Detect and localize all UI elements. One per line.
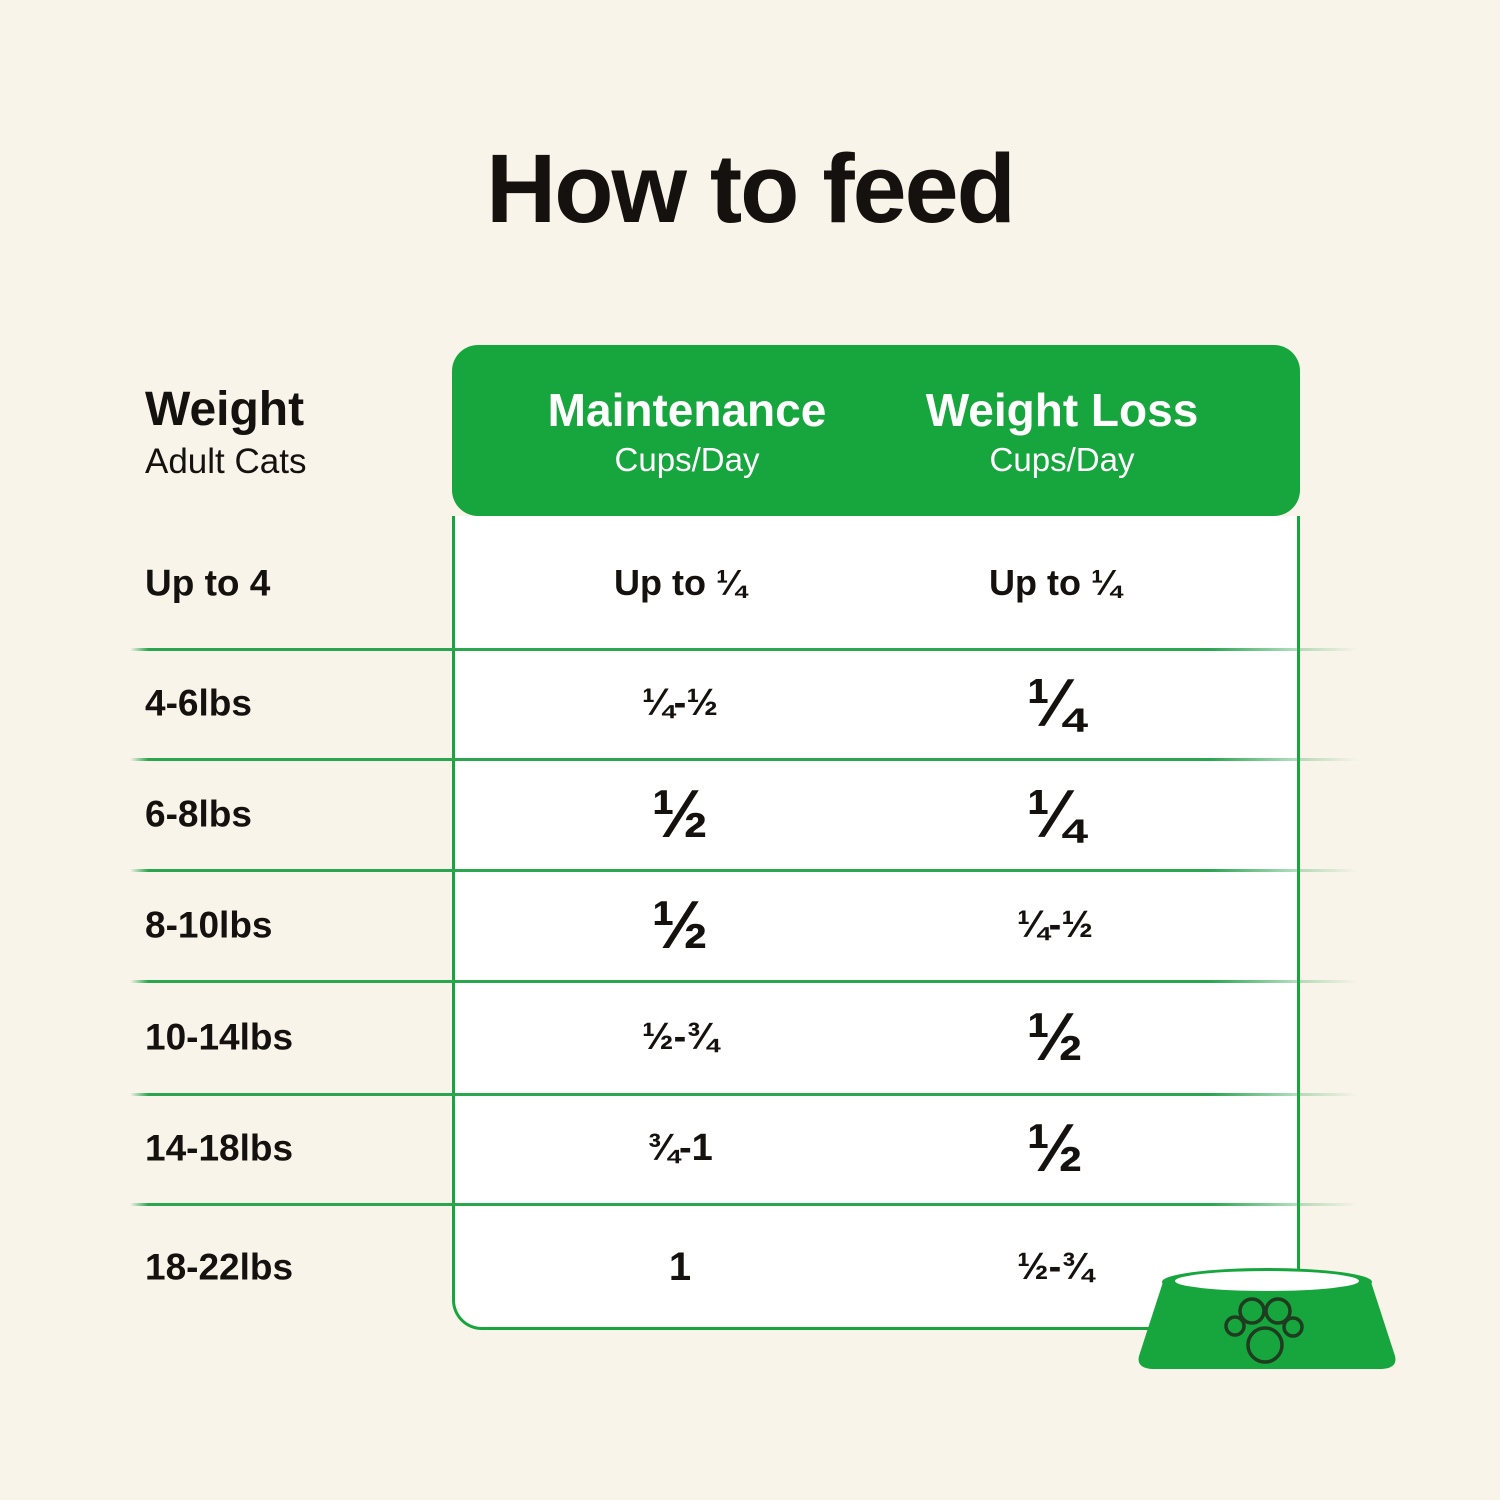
table-row: 6-8lbs ½ ¼ <box>0 758 1500 869</box>
maintenance-cell: Up to ¼ <box>614 562 746 603</box>
weight-cell: Up to 4 <box>145 562 271 604</box>
weight-cell: 10-14lbs <box>145 1016 294 1057</box>
table-row: Up to 4 Up to ¼ Up to ¼ <box>0 518 1500 648</box>
weight-column-header: Weight Adult Cats <box>145 383 307 481</box>
table-row: 4-6lbs ¼-½ ¼ <box>0 648 1500 758</box>
row-divider <box>130 980 1358 983</box>
weight-loss-cell: ½ <box>1026 998 1084 1075</box>
maintenance-cell: 1 <box>668 1244 692 1289</box>
maintenance-sublabel: Cups/Day <box>614 440 760 478</box>
weight-cell: 14-18lbs <box>145 1127 294 1169</box>
weight-loss-cell: ¼ <box>1026 665 1084 741</box>
row-divider <box>130 869 1358 872</box>
table-body-panel <box>452 516 1300 1330</box>
maintenance-cell: ½ <box>651 886 709 963</box>
row-divider <box>130 1203 1358 1206</box>
maintenance-cell: ½-¾ <box>641 1015 719 1058</box>
row-divider <box>130 1093 1358 1096</box>
page-title: How to feed <box>486 134 1016 243</box>
weight-column-label: Weight <box>145 383 305 436</box>
column-header-maintenance: Maintenance Cups/Day <box>492 345 882 516</box>
table-row: 14-18lbs ¾-1 ½ <box>0 1093 1500 1203</box>
row-divider <box>130 648 1358 651</box>
table-row: 18-22lbs 1 ½-¾ <box>0 1203 1500 1330</box>
feeding-table-rows: Up to 4 Up to ¼ Up to ¼ 4-6lbs ¼-½ ¼ 6-8… <box>0 518 1500 1330</box>
table-row: 10-14lbs ½-¾ ½ <box>0 980 1500 1093</box>
maintenance-label: Maintenance <box>547 384 827 437</box>
weight-cell: 8-10lbs <box>145 904 273 945</box>
pet-bowl-paw-icon <box>1138 1268 1396 1369</box>
table-row: 8-10lbs ½ ¼-½ <box>0 869 1500 980</box>
maintenance-cell: ¼-½ <box>641 682 719 724</box>
weight-loss-cell: Up to ¼ <box>989 562 1121 603</box>
table-header-bar: Maintenance Cups/Day Weight Loss Cups/Da… <box>452 345 1300 516</box>
weight-cell: 6-8lbs <box>145 793 252 834</box>
weight-loss-sublabel: Cups/Day <box>989 440 1135 478</box>
weight-loss-cell: ½-¾ <box>1016 1245 1094 1288</box>
maintenance-cell: ¾-1 <box>647 1127 713 1169</box>
weight-loss-label: Weight Loss <box>925 384 1199 437</box>
weight-loss-cell: ¼-½ <box>1016 903 1094 946</box>
row-divider <box>130 758 1358 761</box>
column-header-weight-loss: Weight Loss Cups/Day <box>882 345 1242 516</box>
weight-loss-cell: ½ <box>1026 1110 1084 1186</box>
weight-loss-cell: ¼ <box>1026 775 1084 852</box>
weight-cell: 18-22lbs <box>145 1246 294 1287</box>
weight-column-sublabel: Adult Cats <box>145 442 307 481</box>
maintenance-cell: ½ <box>651 775 709 852</box>
weight-cell: 4-6lbs <box>145 682 252 724</box>
